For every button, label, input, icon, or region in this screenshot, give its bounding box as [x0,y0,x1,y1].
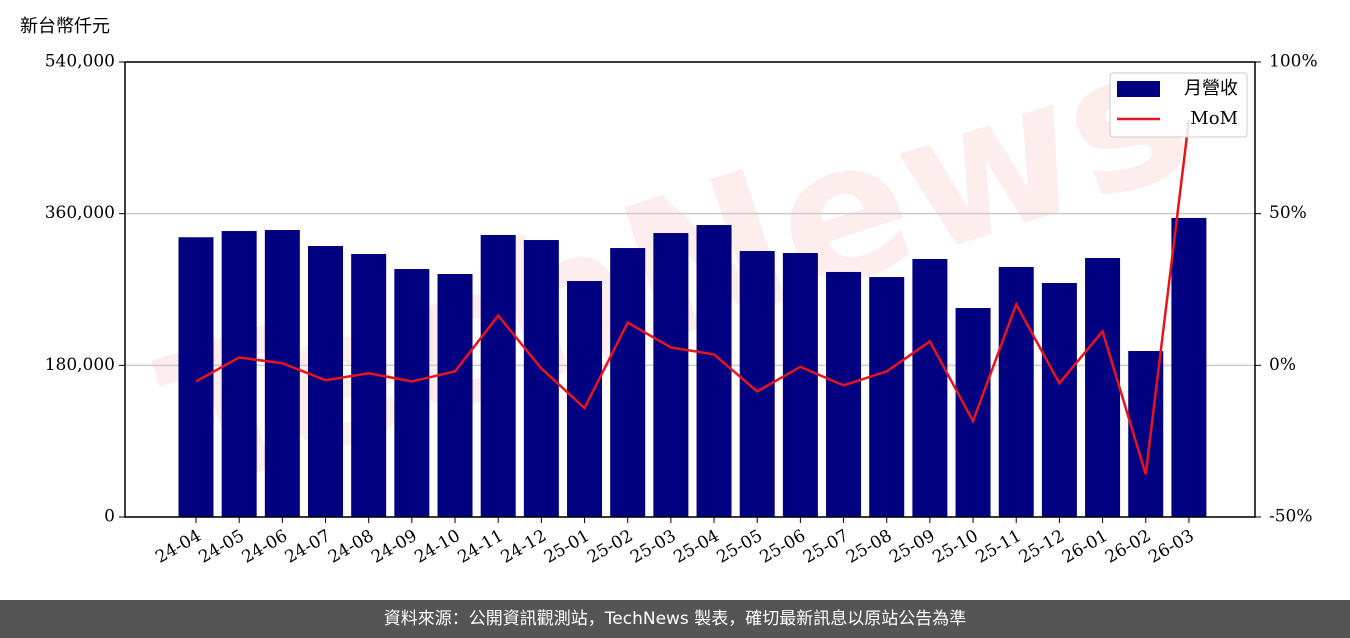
x-tick-label: 24-12 [498,526,550,568]
x-tick-label: 24-08 [325,526,377,568]
x-tick-label: 25-05 [714,526,766,568]
x-tick-label: 26-03 [1145,526,1197,568]
x-tick-label: 25-04 [670,526,722,568]
bar [1171,217,1207,518]
bar [1041,283,1077,517]
legend-label: 月營收 [1184,78,1238,99]
bar [308,246,344,517]
source-note: 資料來源：公開資訊觀測站，TechNews 製表，確切最新訊息以原站公告為準 [0,600,1350,638]
x-tick-label: 25-03 [627,526,679,568]
x-tick-label: 25-06 [757,526,809,568]
y2-tick-label: 100% [1269,52,1318,72]
x-tick-label: 25-07 [800,526,852,568]
y-tick-label: 0 [104,507,115,527]
y-tick-label: 360,000 [45,203,115,223]
bar [653,233,689,517]
x-tick-label: 25-10 [929,526,981,568]
x-tick-label: 24-04 [152,526,204,568]
bar [869,277,905,517]
bar [610,248,646,518]
bar [998,267,1034,517]
x-tick-label: 25-08 [843,526,895,568]
x-tick-label: 25-02 [584,526,636,568]
y2-tick-label: 50% [1269,203,1307,223]
x-tick-label: 25-12 [1016,526,1068,568]
x-tick-label: 24-05 [195,526,247,568]
y-tick-label: 180,000 [45,355,115,375]
x-tick-label: 24-11 [454,526,506,568]
x-tick-label: 24-06 [239,526,291,568]
plot-frame [124,61,1256,518]
bar [826,271,862,517]
bar [782,253,818,517]
y-tick-label: 540,000 [45,52,115,72]
x-tick-label: 24-10 [411,526,463,568]
chart: TechNews 新台幣仟元 0180,000360,000540,000-50… [20,0,1318,568]
line [195,119,1191,475]
x-tick-label: 25-09 [886,526,938,568]
y2-tick-label: 0% [1269,355,1296,375]
bar [480,234,516,517]
x-tick-label: 25-01 [541,526,593,568]
x-tick-label: 26-02 [1102,526,1154,568]
bar [567,280,603,517]
bar [696,225,732,517]
x-tick-label: 24-09 [368,526,420,568]
x-tick-label: 26-01 [1059,526,1111,568]
x-tick-label: 24-07 [282,526,334,568]
bar [955,308,991,517]
bar [221,231,257,517]
bar [178,237,214,517]
bar [394,269,430,517]
y-axis-label: 新台幣仟元 [20,16,110,37]
legend-swatch [1117,81,1160,97]
bar [437,273,473,517]
bar [351,254,387,517]
bar [264,230,300,517]
bar [1085,257,1121,517]
legend-label: MoM [1190,108,1238,129]
x-tick-label: 25-11 [973,526,1025,568]
y2-tick-label: -50% [1269,507,1313,527]
bar [912,258,948,517]
